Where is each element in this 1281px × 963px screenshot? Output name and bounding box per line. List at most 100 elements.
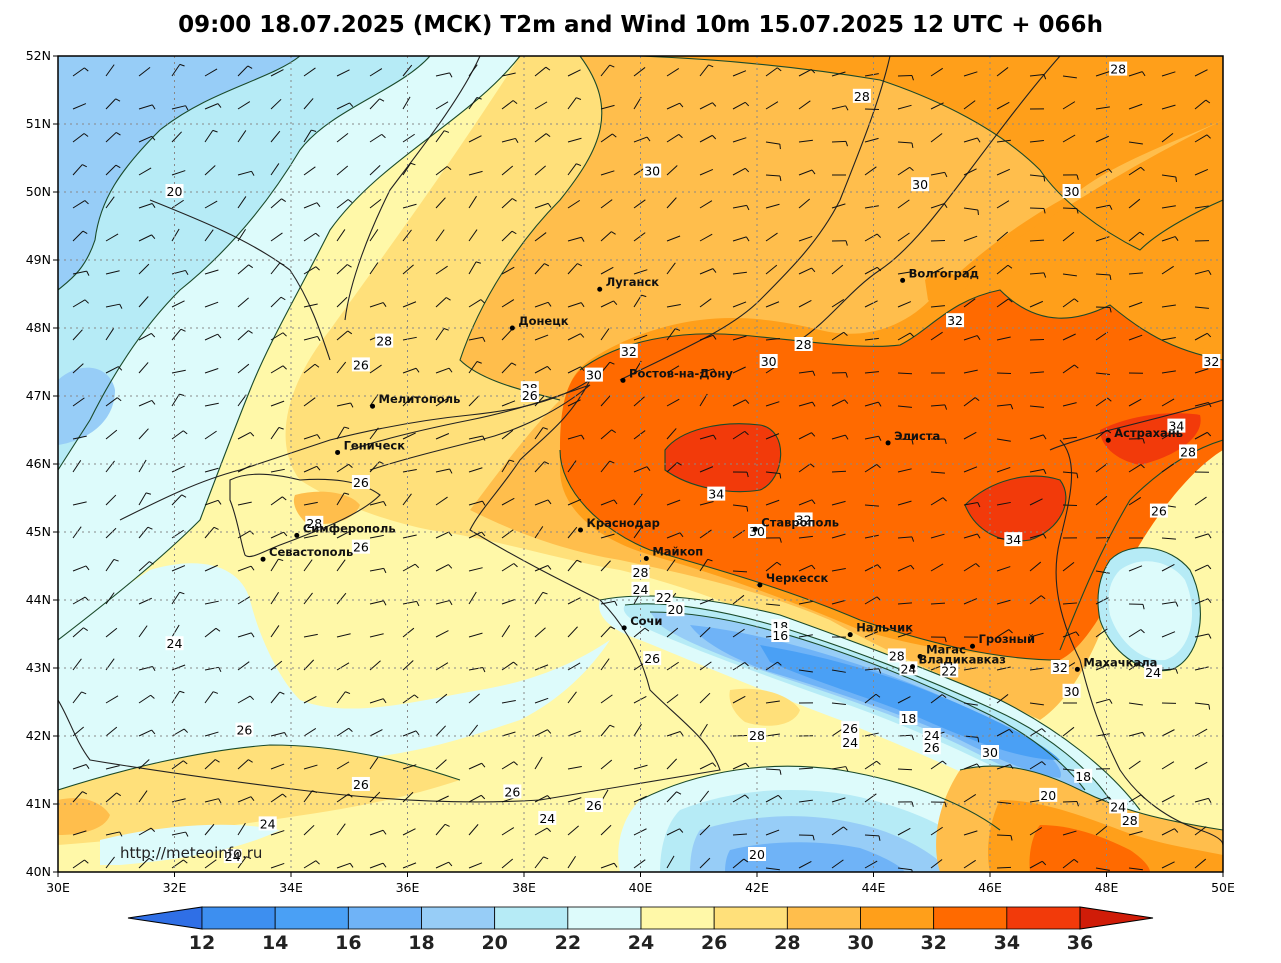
wind-barb (996, 834, 1012, 837)
wind-barb (699, 790, 710, 803)
wind-barb (963, 369, 978, 374)
wind-barb (963, 168, 977, 176)
wind-barb (831, 826, 844, 836)
wind-barb (699, 434, 714, 440)
wind-barb-flag (1043, 208, 1046, 214)
wind-barb-flag (646, 466, 651, 471)
wind-barb (501, 598, 516, 605)
wind-barb-flag (1043, 176, 1046, 182)
lat-tick-label: 52N (26, 48, 51, 63)
contour-label: 30 (761, 354, 777, 369)
wind-barb-flag (777, 67, 782, 72)
wind-barb (1095, 825, 1108, 836)
wind-barb (237, 596, 251, 605)
wind-barb-flag (511, 362, 517, 366)
wind-barb (138, 263, 150, 275)
wind-barb (270, 69, 284, 77)
wind-barb (435, 662, 449, 671)
wind-barb (963, 533, 978, 539)
wind-barb (402, 828, 416, 836)
contour-label: 24 (1145, 665, 1161, 680)
wind-barb (171, 199, 184, 209)
wind-barb (699, 627, 711, 638)
contour-label-bg (899, 711, 918, 725)
wind-barb (1128, 464, 1142, 473)
wind-barb (897, 632, 912, 638)
wind-barb (765, 794, 779, 803)
wind-barb (996, 801, 1011, 805)
city-dot (970, 643, 976, 649)
wind-barb (831, 264, 844, 275)
wind-barb-flag (282, 365, 287, 370)
wind-barb (963, 763, 978, 770)
wind-barb (534, 263, 545, 275)
contour-label-bg (922, 740, 941, 755)
wind-barb (1128, 231, 1141, 242)
wind-barb (270, 232, 283, 242)
wind-barb (732, 762, 746, 770)
wind-barb (501, 230, 513, 242)
contour-label-bg (981, 745, 999, 759)
wind-barb-flag (609, 64, 615, 68)
wind-barb (831, 434, 846, 440)
wind-barb (501, 165, 514, 176)
zone-t28-southwest (58, 745, 460, 845)
wind-barb-flag (1041, 860, 1047, 866)
wind-barb (699, 559, 709, 572)
wind-barb (798, 401, 813, 407)
wind-barb (930, 471, 945, 474)
wind-barb (831, 331, 844, 341)
wind-barb (1029, 761, 1043, 770)
isotherm-line (664, 423, 782, 493)
wind-barb-flag (1174, 828, 1179, 833)
wind-barb (897, 104, 912, 110)
wind-barb (633, 627, 646, 638)
wind-barb-flag (151, 203, 156, 208)
wind-barb-flag (348, 727, 353, 732)
wind-barb (435, 197, 446, 209)
wind-barb (237, 530, 251, 539)
wind-barb (1161, 537, 1176, 540)
wind-barb (270, 732, 285, 737)
contour-label-bg (1167, 418, 1186, 433)
wind-barb (1128, 334, 1143, 341)
wind-barb (567, 302, 582, 308)
wind-barb-flag (382, 302, 387, 307)
wind-barb-flag (613, 499, 618, 505)
wind-barb-flag (547, 565, 552, 570)
wind-barb-flag (383, 501, 387, 507)
wind-barb (897, 500, 912, 506)
wind-barb (468, 794, 482, 803)
wind-barb (666, 68, 680, 77)
wind-barb (369, 68, 383, 77)
coastline-caspian (1055, 439, 1223, 846)
wind-barb (897, 372, 913, 375)
city-dot (370, 403, 376, 409)
wind-barb (501, 429, 514, 440)
wind-barb (897, 468, 912, 473)
wind-barb-flag (515, 138, 519, 144)
wind-barb (402, 563, 416, 572)
wind-barb (369, 862, 384, 869)
wind-barb (303, 534, 318, 539)
wind-barb-flag (316, 434, 321, 440)
wind-barb (1095, 372, 1110, 376)
zone-t30-volgograd-blob (925, 271, 962, 305)
wind-barb (72, 501, 87, 506)
city-label: Черкесск (766, 571, 829, 585)
wind-barb (600, 626, 611, 638)
contour-label: 16 (772, 628, 788, 643)
wind-barb (1128, 731, 1143, 737)
wind-barb-flag (185, 105, 189, 111)
wind-barb (270, 332, 284, 341)
wind-barb (534, 856, 544, 869)
wind-barb (171, 690, 181, 704)
wind-barb (171, 64, 181, 77)
wind-barb-flag (942, 760, 947, 765)
wind-barb (336, 199, 349, 209)
wind-barb (864, 300, 878, 308)
lon-tick-label: 38E (512, 880, 536, 895)
wind-barb-flag (147, 526, 153, 530)
wind-barb (237, 196, 247, 209)
city-label: Краснодар (587, 516, 660, 530)
